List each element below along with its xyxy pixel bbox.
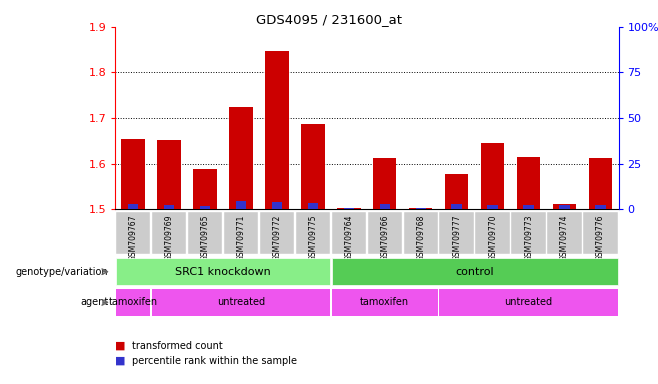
Bar: [380, 204, 390, 209]
Text: GSM709768: GSM709768: [417, 215, 425, 261]
Bar: [164, 205, 174, 209]
Bar: [415, 208, 426, 209]
FancyBboxPatch shape: [440, 212, 474, 255]
Bar: [553, 204, 576, 209]
Text: GSM709776: GSM709776: [596, 215, 605, 261]
Bar: [272, 202, 282, 209]
Text: GSM709775: GSM709775: [309, 215, 317, 261]
Bar: [373, 158, 397, 209]
Text: tamoxifen: tamoxifen: [360, 297, 409, 308]
Text: tamoxifen: tamoxifen: [109, 297, 158, 308]
FancyBboxPatch shape: [511, 212, 546, 255]
FancyBboxPatch shape: [116, 212, 151, 255]
FancyBboxPatch shape: [476, 212, 510, 255]
Text: genotype/variation: genotype/variation: [16, 266, 109, 277]
Bar: [488, 205, 498, 209]
FancyBboxPatch shape: [116, 258, 330, 285]
Bar: [589, 158, 612, 209]
Text: control: control: [455, 266, 494, 277]
FancyBboxPatch shape: [583, 212, 618, 255]
Text: GSM709777: GSM709777: [452, 215, 461, 261]
Bar: [128, 204, 138, 209]
FancyBboxPatch shape: [295, 212, 330, 255]
FancyBboxPatch shape: [368, 212, 402, 255]
Bar: [265, 51, 289, 209]
FancyBboxPatch shape: [188, 212, 222, 255]
FancyBboxPatch shape: [116, 289, 151, 316]
Bar: [301, 124, 324, 209]
FancyBboxPatch shape: [440, 289, 618, 316]
Text: SRC1 knockdown: SRC1 knockdown: [175, 266, 271, 277]
FancyBboxPatch shape: [403, 212, 438, 255]
Bar: [193, 169, 216, 209]
Bar: [122, 139, 145, 209]
Text: GSM709767: GSM709767: [128, 215, 138, 261]
FancyBboxPatch shape: [224, 212, 258, 255]
Bar: [229, 107, 253, 209]
Bar: [481, 143, 505, 209]
Text: percentile rank within the sample: percentile rank within the sample: [132, 356, 297, 366]
FancyBboxPatch shape: [547, 212, 582, 255]
Text: GSM709773: GSM709773: [524, 215, 533, 261]
Text: GSM709770: GSM709770: [488, 215, 497, 261]
Bar: [343, 208, 354, 209]
Text: GSM709769: GSM709769: [164, 215, 174, 261]
FancyBboxPatch shape: [152, 289, 330, 316]
Text: GSM709765: GSM709765: [201, 215, 209, 261]
Text: GSM709766: GSM709766: [380, 215, 390, 261]
Bar: [523, 205, 534, 209]
FancyBboxPatch shape: [260, 212, 294, 255]
Bar: [445, 174, 468, 209]
Text: GSM709764: GSM709764: [344, 215, 353, 261]
Text: GSM709772: GSM709772: [272, 215, 282, 261]
Bar: [595, 205, 606, 209]
Text: GDS4095 / 231600_at: GDS4095 / 231600_at: [256, 13, 402, 26]
Bar: [517, 157, 540, 209]
Text: GSM709771: GSM709771: [236, 215, 245, 261]
FancyBboxPatch shape: [332, 258, 618, 285]
Bar: [559, 205, 570, 209]
Bar: [236, 201, 246, 209]
Text: ■: ■: [115, 356, 126, 366]
Text: GSM709774: GSM709774: [560, 215, 569, 261]
Text: untreated: untreated: [505, 297, 553, 308]
Text: ■: ■: [115, 341, 126, 351]
Bar: [157, 140, 181, 209]
Text: agent: agent: [80, 297, 109, 308]
FancyBboxPatch shape: [332, 212, 366, 255]
Bar: [451, 204, 462, 209]
Bar: [200, 206, 211, 209]
FancyBboxPatch shape: [332, 289, 438, 316]
Text: untreated: untreated: [217, 297, 265, 308]
Bar: [308, 203, 318, 209]
Bar: [409, 208, 432, 209]
FancyBboxPatch shape: [152, 212, 186, 255]
Text: transformed count: transformed count: [132, 341, 222, 351]
